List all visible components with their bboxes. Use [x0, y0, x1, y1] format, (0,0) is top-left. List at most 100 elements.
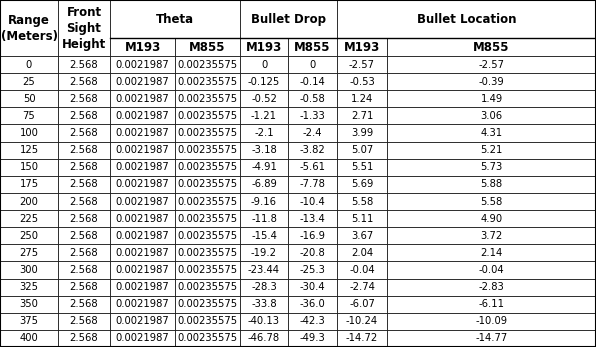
Bar [58, 313, 110, 330]
Bar [58, 176, 110, 193]
Text: 375: 375 [20, 316, 39, 326]
Text: -5.61: -5.61 [300, 162, 325, 172]
Bar [58, 107, 110, 125]
Bar [288, 313, 337, 330]
Text: -40.13: -40.13 [248, 316, 280, 326]
Bar [0, 159, 58, 176]
Text: M193: M193 [344, 41, 380, 53]
Bar [175, 330, 240, 347]
Text: 300: 300 [20, 265, 38, 275]
Text: -6.07: -6.07 [349, 299, 375, 309]
Text: -30.4: -30.4 [300, 282, 325, 292]
Text: -2.57: -2.57 [349, 60, 375, 69]
Bar [240, 125, 288, 142]
Bar [58, 125, 110, 142]
Text: -25.3: -25.3 [300, 265, 325, 275]
Text: M193: M193 [125, 41, 161, 53]
Bar [175, 261, 240, 279]
Bar [0, 261, 58, 279]
Text: Theta: Theta [156, 12, 194, 25]
Text: 2.14: 2.14 [480, 248, 502, 258]
Text: 4.31: 4.31 [480, 128, 502, 138]
Bar [110, 296, 175, 313]
Text: -14.77: -14.77 [476, 333, 508, 344]
Text: -10.24: -10.24 [346, 316, 378, 326]
Text: -2.83: -2.83 [479, 282, 504, 292]
Bar [58, 279, 110, 296]
Text: 200: 200 [20, 196, 38, 206]
Bar [0, 227, 58, 244]
Bar [175, 313, 240, 330]
Text: 125: 125 [20, 145, 39, 155]
Bar [58, 330, 110, 347]
Text: -3.18: -3.18 [251, 145, 277, 155]
Bar [0, 0, 58, 56]
Bar [175, 210, 240, 227]
Bar [337, 261, 387, 279]
Text: 2.568: 2.568 [70, 162, 98, 172]
Text: 2.568: 2.568 [70, 128, 98, 138]
Text: -36.0: -36.0 [300, 299, 325, 309]
Text: 75: 75 [23, 111, 35, 121]
Bar [337, 90, 387, 107]
Bar [110, 330, 175, 347]
Bar [110, 313, 175, 330]
Text: 3.06: 3.06 [480, 111, 502, 121]
Text: 2.568: 2.568 [70, 231, 98, 241]
Bar [58, 73, 110, 90]
Bar [110, 159, 175, 176]
Bar [240, 227, 288, 244]
Text: 0.00235575: 0.00235575 [178, 248, 238, 258]
Text: 0.0021987: 0.0021987 [116, 60, 169, 69]
Bar [0, 107, 58, 125]
Text: 2.71: 2.71 [351, 111, 373, 121]
Text: -0.58: -0.58 [300, 94, 325, 104]
Text: 3.99: 3.99 [351, 128, 373, 138]
Text: 1.49: 1.49 [480, 94, 502, 104]
Text: 0.0021987: 0.0021987 [116, 231, 169, 241]
Text: 2.568: 2.568 [70, 111, 98, 121]
Text: -0.14: -0.14 [300, 77, 325, 87]
Text: 0.0021987: 0.0021987 [116, 214, 169, 223]
Text: -46.78: -46.78 [248, 333, 280, 344]
Bar [58, 296, 110, 313]
Text: 0.00235575: 0.00235575 [178, 145, 238, 155]
Text: -15.4: -15.4 [251, 231, 277, 241]
Bar [110, 279, 175, 296]
Text: 0.0021987: 0.0021987 [116, 282, 169, 292]
Bar [387, 261, 596, 279]
Bar [175, 73, 240, 90]
Text: -6.11: -6.11 [479, 299, 504, 309]
Text: 0.0021987: 0.0021987 [116, 179, 169, 189]
Bar [337, 56, 387, 73]
Bar [175, 279, 240, 296]
Bar [288, 261, 337, 279]
Bar [110, 125, 175, 142]
Bar [175, 107, 240, 125]
Bar [387, 56, 596, 73]
Text: 0.00235575: 0.00235575 [178, 265, 238, 275]
Text: 2.568: 2.568 [70, 145, 98, 155]
Text: 0.0021987: 0.0021987 [116, 111, 169, 121]
Text: 325: 325 [20, 282, 39, 292]
Bar [58, 56, 110, 73]
Text: 2.568: 2.568 [70, 333, 98, 344]
Text: 0.0021987: 0.0021987 [116, 265, 169, 275]
Text: 250: 250 [20, 231, 39, 241]
Text: 2.568: 2.568 [70, 316, 98, 326]
Text: 5.21: 5.21 [480, 145, 502, 155]
Text: M193: M193 [246, 41, 282, 53]
Bar [337, 313, 387, 330]
Bar [288, 244, 337, 261]
Bar [288, 227, 337, 244]
Text: 175: 175 [20, 179, 39, 189]
Bar [175, 125, 240, 142]
Text: -10.09: -10.09 [476, 316, 508, 326]
Bar [58, 159, 110, 176]
Text: 5.88: 5.88 [480, 179, 502, 189]
Text: 0.00235575: 0.00235575 [178, 179, 238, 189]
Text: -11.8: -11.8 [251, 214, 277, 223]
Bar [110, 261, 175, 279]
Text: Front
Sight
Height: Front Sight Height [62, 6, 106, 51]
Bar [288, 193, 337, 210]
